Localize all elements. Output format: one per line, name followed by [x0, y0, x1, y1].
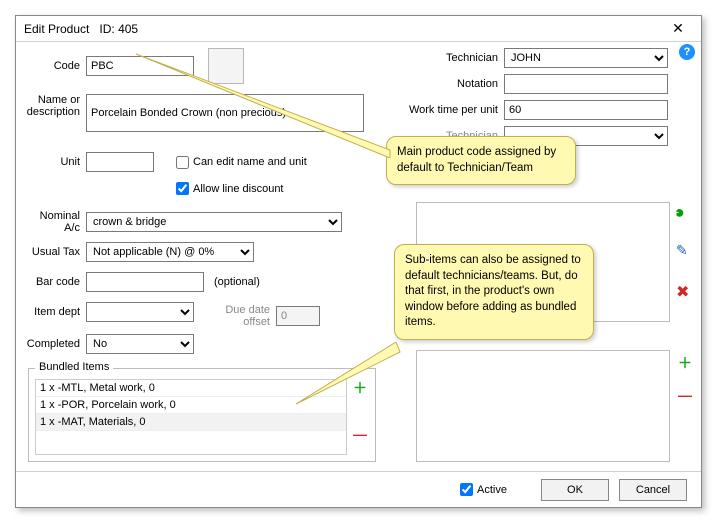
title-text: Edit Product [24, 22, 89, 36]
add-bundled-icon[interactable]: ＋ [351, 379, 369, 397]
canedit-checkbox-wrap[interactable]: Can edit name and unit [176, 156, 307, 169]
list-item[interactable]: 1 x -MAT, Materials, 0 [36, 414, 346, 431]
titlebar: Edit Product ID: 405 ✕ [16, 16, 701, 42]
add-item-icon[interactable]: ●+ [674, 202, 691, 223]
unit-label: Unit [16, 156, 86, 168]
canedit-label: Can edit name and unit [193, 156, 307, 168]
technician-select[interactable]: JOHN [504, 48, 668, 68]
close-icon[interactable]: ✕ [663, 20, 693, 37]
code-label: Code [16, 60, 86, 72]
active-checkbox[interactable] [460, 483, 473, 496]
code-input[interactable] [86, 56, 194, 76]
add-lower-icon[interactable]: ＋ [676, 354, 694, 372]
worktime-input[interactable] [504, 100, 668, 120]
tax-select[interactable]: Not applicable (N) @ 0% [86, 242, 254, 262]
bundled-group-label: Bundled Items [35, 361, 113, 373]
barcode-label: Bar code [16, 276, 86, 288]
duedate-input [276, 306, 320, 326]
technician-label: Technician [406, 52, 504, 64]
completed-select[interactable]: No [86, 334, 194, 354]
cancel-button[interactable]: Cancel [619, 479, 687, 501]
dept-label: Item dept [16, 306, 86, 318]
callout-top: Main product code assigned by default to… [386, 136, 576, 185]
id-label: ID: [99, 22, 114, 36]
help-icon[interactable]: ? [679, 44, 695, 60]
bundled-list[interactable]: 1 x -MTL, Metal work, 0 1 x -POR, Porcel… [35, 379, 347, 455]
notation-input[interactable] [504, 74, 668, 94]
worktime-label: Work time per unit [406, 104, 504, 116]
active-checkbox-wrap[interactable]: Active [460, 483, 507, 496]
name-input[interactable] [86, 94, 364, 132]
active-label: Active [477, 484, 507, 496]
right-list-2[interactable] [416, 350, 670, 462]
barcode-optional-label: (optional) [214, 276, 260, 288]
bundled-group: Bundled Items 1 x -MTL, Metal work, 0 1 … [28, 368, 376, 462]
unit-input[interactable] [86, 152, 154, 172]
content-area: ? Code Name or description Unit Can edit… [16, 42, 701, 471]
name-label: Name or description [16, 94, 86, 118]
barcode-input[interactable] [86, 272, 204, 292]
remove-lower-icon[interactable]: — [676, 386, 694, 404]
list-item[interactable]: 1 x -MTL, Metal work, 0 [36, 380, 346, 397]
nominal-label: Nominal A/c [16, 210, 86, 234]
allowdiscount-checkbox-wrap[interactable]: Allow line discount [176, 182, 284, 195]
image-placeholder[interactable] [208, 48, 244, 84]
ok-button[interactable]: OK [541, 479, 609, 501]
delete-item-icon[interactable]: ✖ [676, 282, 689, 302]
callout-bottom: Sub-items can also be assigned to defaul… [394, 244, 594, 340]
completed-label: Completed [16, 338, 86, 350]
nominal-select[interactable]: crown & bridge [86, 212, 342, 232]
dept-select[interactable] [86, 302, 194, 322]
remove-bundled-icon[interactable]: — [351, 425, 369, 443]
footer: Active OK Cancel [16, 471, 701, 507]
notation-label: Notation [406, 78, 504, 90]
list-item[interactable]: 1 x -POR, Porcelain work, 0 [36, 397, 346, 414]
id-value: 405 [118, 22, 138, 36]
edit-product-window: Edit Product ID: 405 ✕ ? Code Name or de… [15, 15, 702, 508]
duedate-label: Due date offset [216, 304, 276, 328]
allowdiscount-checkbox[interactable] [176, 182, 189, 195]
edit-item-icon[interactable]: ✎ [676, 242, 688, 259]
tax-label: Usual Tax [16, 246, 86, 258]
allowdiscount-label: Allow line discount [193, 183, 284, 195]
canedit-checkbox[interactable] [176, 156, 189, 169]
